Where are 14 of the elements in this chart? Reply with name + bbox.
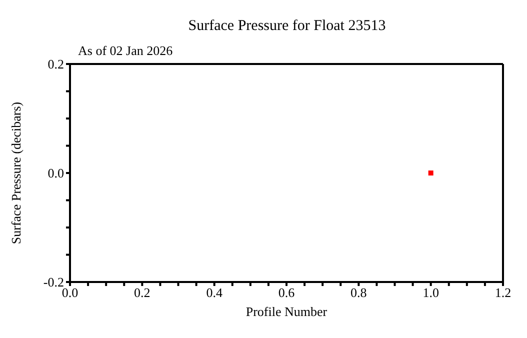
x-tick-label: 0.8	[350, 285, 367, 300]
y-axis-title: Surface Pressure (decibars)	[8, 102, 24, 244]
x-tick-label: 0.4	[206, 285, 223, 300]
x-tick-label: 0.6	[278, 285, 296, 300]
y-tick-label: 0.0	[48, 166, 64, 181]
x-tick-label: 0.2	[134, 285, 150, 300]
x-tick-label: 1.2	[494, 285, 512, 300]
y-tick-label: -0.2	[43, 274, 64, 290]
y-tick-label: 0.2	[48, 56, 64, 72]
x-axis-title: Profile Number	[246, 304, 328, 319]
chart-subtitle: As of 02 Jan 2026	[78, 43, 174, 58]
x-tick-label: 0.0	[62, 285, 78, 300]
chart-title: Surface Pressure for Float 23513	[188, 18, 386, 34]
x-tick-label: 1.0	[422, 285, 439, 300]
